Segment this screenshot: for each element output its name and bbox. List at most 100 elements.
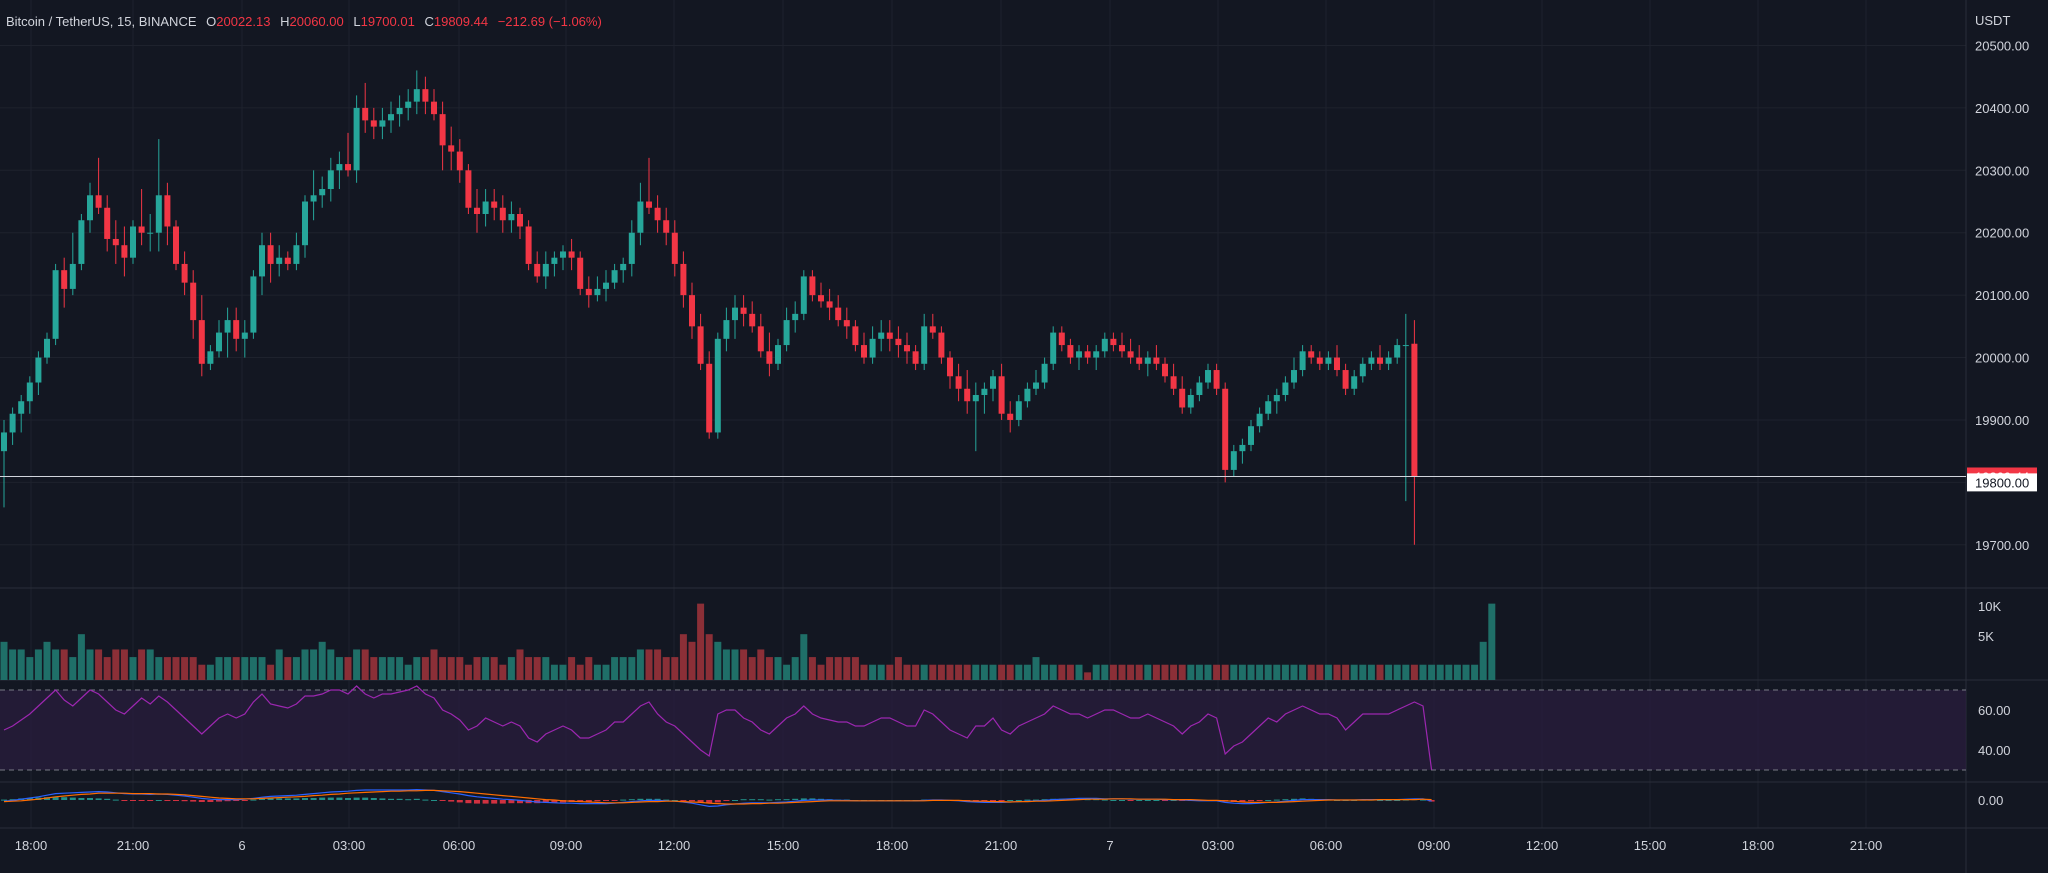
symbol-title[interactable]: Bitcoin / TetherUS, 15, BINANCE (6, 14, 197, 29)
candle-body-66 (568, 251, 575, 258)
volume-bar-101 (869, 664, 877, 680)
volume-bar-22 (189, 657, 197, 680)
volume-bar-83 (714, 641, 722, 680)
candle-body-98 (843, 320, 850, 327)
volume-bar-100 (860, 664, 868, 680)
price-axis-currency: USDT (1975, 13, 2010, 28)
volume-bar-121 (1041, 664, 1049, 680)
macd-histogram-bar-118 (1015, 800, 1022, 801)
macd-histogram-bar-55 (474, 800, 480, 804)
candles (0, 70, 1966, 545)
volume-bar-160 (1376, 664, 1384, 680)
macd-histogram-bar-116 (998, 800, 1005, 801)
candle-body-22 (190, 282, 197, 321)
open-label: O (206, 14, 217, 29)
volume-bar-57 (490, 657, 498, 680)
volume-bar-132 (1135, 664, 1143, 680)
volume-bar-73 (628, 657, 636, 680)
candle-body-42 (362, 107, 369, 121)
macd-histogram-bar-80 (689, 800, 695, 802)
time-axis-label-2: 6 (238, 838, 245, 853)
volume-bar-67 (576, 664, 584, 680)
time-axis-label-15: 15:00 (1634, 838, 1667, 853)
volume-bar-39 (335, 657, 343, 680)
volume-bar-94 (808, 657, 816, 680)
candle-body-76 (654, 207, 661, 221)
candle-body-94 (809, 276, 816, 296)
candle-body-36 (310, 195, 317, 202)
candle-body-101 (869, 338, 876, 358)
candle-body-103 (886, 332, 893, 339)
volume-bar-24 (206, 664, 214, 680)
macd-histogram-bar-18 (155, 800, 162, 801)
macd-histogram-bar-133 (1144, 800, 1151, 801)
low-value: 19700.01 (360, 14, 415, 29)
volume-bar-51 (439, 657, 447, 680)
macd-histogram-bar-39 (336, 797, 343, 800)
candle-body-109 (938, 332, 945, 358)
macd-histogram-bar-84 (723, 800, 730, 801)
volume-bar-27 (232, 657, 240, 680)
macd-histogram-bar-44 (379, 798, 386, 800)
candle-body-120 (1033, 382, 1039, 389)
time-axis-label-13: 09:00 (1418, 838, 1451, 853)
volume-bar-137 (1178, 664, 1186, 680)
candle-body-37 (319, 189, 326, 196)
volume-bar-116 (998, 664, 1006, 680)
candle-body-69 (594, 288, 601, 296)
volume-bar-146 (1256, 664, 1264, 680)
volume-bar-96 (826, 657, 834, 680)
macd-histogram-bar-31 (267, 798, 274, 800)
price-axis-tick-5: 20000.00 (1975, 351, 2029, 366)
volume-bar-151 (1299, 664, 1307, 680)
volume-bar-172 (1479, 641, 1487, 680)
volume-bar-28 (241, 657, 249, 680)
macd-histogram-bar-56 (482, 800, 489, 804)
candle-body-27 (233, 320, 240, 339)
volume-bar-147 (1264, 664, 1272, 680)
candle-body-152 (1308, 351, 1315, 358)
volume-bar-7 (60, 649, 68, 680)
volume-bar-85 (731, 649, 739, 680)
volume-bar-38 (327, 649, 335, 680)
macd-pane (1, 788, 1435, 808)
volume-bar-88 (757, 649, 765, 680)
volume-bar-10 (86, 649, 94, 680)
volume-bar-148 (1273, 664, 1281, 680)
candle-body-58 (499, 207, 506, 221)
volume-bar-71 (611, 657, 619, 680)
candle-body-119 (1024, 388, 1031, 402)
candle-body-87 (749, 313, 756, 327)
volume-bar-62 (533, 657, 541, 680)
macd-histogram-bar-37 (319, 797, 326, 800)
volume-bar-72 (619, 657, 627, 680)
volume-bar-163 (1402, 664, 1410, 680)
candle-body-105 (904, 345, 910, 352)
candle-body-70 (603, 282, 609, 289)
volume-bar-31 (267, 664, 275, 680)
volume-bar-159 (1367, 664, 1375, 680)
volume-bar-110 (946, 664, 954, 680)
candle-body-155 (1334, 357, 1340, 371)
volume-bar-149 (1281, 664, 1289, 680)
macd-histogram-bar-161 (1385, 800, 1392, 801)
macd-histogram-bar-83 (714, 800, 721, 803)
candle-body-91 (783, 320, 790, 346)
volume-bar-2 (17, 649, 25, 680)
volume-bar-133 (1144, 664, 1152, 680)
candle-body-131 (1127, 351, 1134, 358)
volume-bar-143 (1230, 664, 1238, 680)
candle-body-113 (972, 395, 979, 402)
volume-bar-155 (1333, 664, 1341, 680)
volume-bar-139 (1195, 664, 1203, 680)
macd-histogram-bar-149 (1282, 799, 1289, 801)
candle-body-49 (422, 89, 429, 102)
volume-bar-12 (103, 657, 111, 680)
volume-bar-104 (894, 657, 902, 680)
volume-bar-166 (1428, 664, 1436, 680)
volume-bar-40 (344, 657, 352, 680)
macd-histogram-bar-8 (69, 797, 76, 800)
candle-body-61 (525, 226, 532, 264)
